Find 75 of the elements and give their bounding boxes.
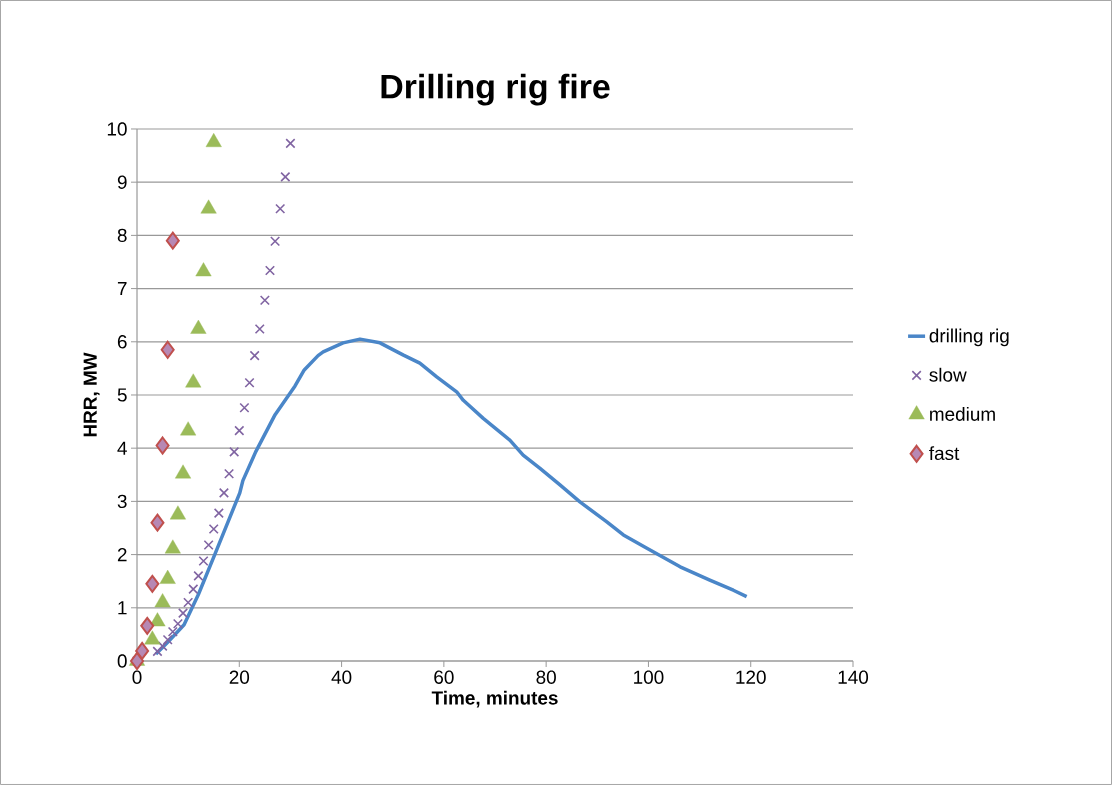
point (130, 651, 145, 670)
y-tick-label: 6 (117, 335, 127, 349)
point (160, 340, 175, 359)
point (198, 555, 209, 567)
point (239, 402, 250, 413)
point (175, 464, 192, 479)
point (135, 641, 150, 660)
point (145, 574, 160, 593)
point (162, 634, 173, 645)
point (244, 377, 255, 388)
x-tick-label: 0 (132, 670, 142, 684)
point (157, 641, 168, 652)
point (152, 646, 163, 657)
x-tick-label: 40 (331, 670, 352, 684)
point (178, 608, 189, 619)
x-tick-label: 120 (736, 670, 766, 684)
point (140, 616, 155, 635)
point (280, 171, 291, 182)
point (259, 295, 270, 306)
point (167, 626, 178, 637)
point (275, 203, 286, 214)
y-tick-label: 2 (117, 547, 127, 562)
point (180, 421, 197, 436)
x-axis-title: Time, minutes (431, 690, 558, 708)
y-axis-title: HRR, MW (83, 352, 100, 437)
point (203, 539, 214, 551)
point (149, 612, 166, 627)
x-tick-label: 100 (634, 670, 664, 684)
point (193, 570, 204, 581)
y-tick-label: 0 (117, 654, 127, 668)
point (200, 199, 217, 214)
legend-label: drilling rig (929, 328, 1009, 347)
point (169, 505, 186, 520)
point (254, 323, 265, 335)
y-tick-label: 3 (117, 494, 127, 509)
point (165, 231, 180, 250)
legend-label: fast (929, 446, 960, 461)
x-tick-label: 80 (536, 670, 556, 684)
x-tick-label: 140 (838, 670, 869, 684)
point (249, 350, 260, 361)
y-tick-label: 7 (117, 282, 127, 296)
point (188, 584, 199, 595)
point (185, 373, 202, 388)
point (205, 133, 222, 147)
y-tick-label: 4 (117, 441, 127, 455)
legend-label: medium (930, 406, 995, 421)
point (213, 508, 224, 519)
y-tick-label: 8 (117, 228, 127, 243)
y-tick-label: 1 (118, 601, 127, 615)
point (270, 236, 281, 247)
x-tick-label: 60 (434, 670, 454, 684)
point (190, 319, 207, 334)
point (229, 446, 240, 457)
point (218, 487, 229, 498)
line-series (154, 337, 749, 656)
point (172, 618, 183, 629)
point (159, 569, 176, 584)
point (208, 524, 219, 535)
point (195, 262, 212, 277)
point (154, 593, 171, 608)
point (155, 436, 170, 455)
y-tick-label: 9 (117, 175, 127, 189)
point (183, 597, 194, 608)
point (264, 265, 276, 276)
legend-label: slow (929, 367, 967, 382)
y-tick-label: 5 (117, 388, 127, 402)
point (150, 513, 165, 532)
chart-title: Drilling rig fire (381, 73, 610, 106)
x-tick-label: 20 (229, 670, 250, 684)
point (234, 425, 245, 436)
point (285, 138, 296, 149)
point (224, 468, 235, 479)
point (164, 539, 181, 554)
point (144, 630, 161, 645)
y-tick-label: 10 (107, 122, 127, 136)
